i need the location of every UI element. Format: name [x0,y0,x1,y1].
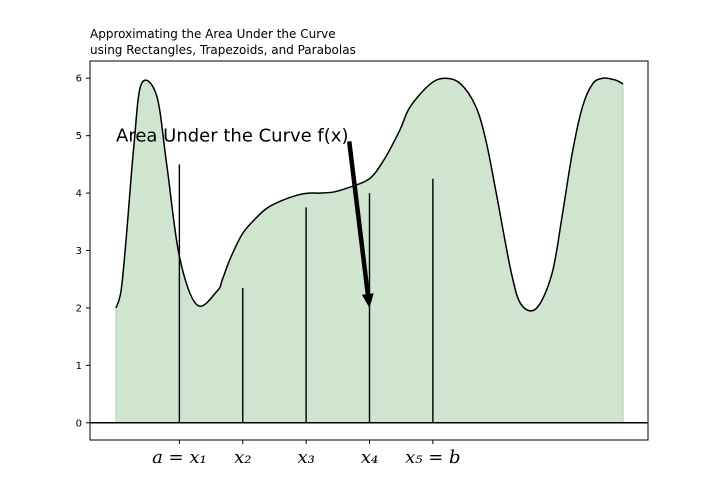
y-tick-label-6: 6 [76,74,82,85]
annotation-arrow-head [361,293,374,308]
x-tick-label-5: x₅ = b [405,447,460,468]
x-tick-label-4: x₄ [361,447,378,468]
y-tick-label-3: 3 [76,246,82,257]
y-tick-label-4: 4 [76,189,82,200]
curve-fx-line [115,77,624,312]
y-tick-label-2: 2 [76,303,82,314]
y-tick-label-5: 5 [76,131,82,142]
chart-title-line-2: using Rectangles, Trapezoids, and Parabo… [90,43,356,57]
annotation-label: Area Under the Curve f(x) [116,126,348,147]
x-tick-label-2: x₂ [234,447,251,468]
annotation-arrow-shaft [346,141,371,295]
x-tick-label-3: x₃ [297,447,314,468]
y-tick-label-1: 1 [76,361,82,372]
chart-title-line-1: Approximating the Area Under the Curve [90,27,336,41]
y-tick-label-0: 0 [76,418,82,429]
x-tick-label-1: a = x₁ [152,447,207,468]
